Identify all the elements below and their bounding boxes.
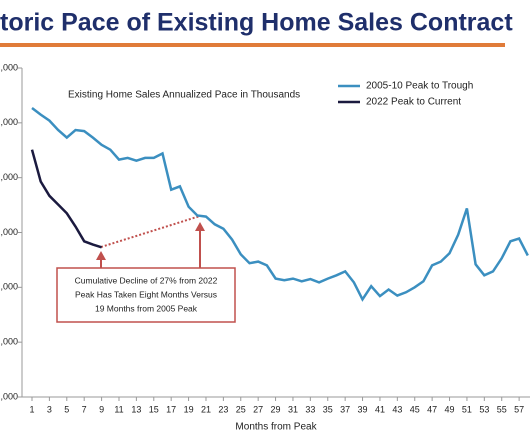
x-tick-label: 17 (166, 404, 176, 414)
x-tick-label: 19 (184, 404, 194, 414)
y-tick-label: ,000 (0, 62, 18, 72)
x-tick-label: 31 (288, 404, 298, 414)
chart-subtitle: Existing Home Sales Annualized Pace in T… (68, 90, 300, 101)
x-axis-label: Months from Peak (235, 422, 317, 433)
annotation-line: Cumulative Decline of 27% from 2022 (75, 275, 218, 285)
x-tick-label: 7 (82, 404, 87, 414)
x-tick-label: 9 (99, 404, 104, 414)
y-tick-label: ,000 (0, 227, 18, 237)
trend-dotted-line (100, 215, 201, 248)
annotation-arrowhead (195, 222, 205, 231)
x-tick-label: 33 (305, 404, 315, 414)
y-tick-label: ,000 (0, 172, 18, 182)
x-tick-label: 11 (114, 404, 123, 414)
y-tick-label: ,000 (0, 391, 18, 401)
x-tick-label: 1 (29, 404, 34, 414)
annotation-line: 19 Months from 2005 Peak (95, 303, 198, 313)
x-tick-label: 27 (253, 404, 263, 414)
x-tick-label: 15 (149, 404, 159, 414)
y-tick-label: ,000 (0, 282, 18, 292)
x-tick-label: 45 (410, 404, 420, 414)
annotation-arrowhead (96, 251, 106, 260)
annotation-box (56, 267, 236, 323)
x-tick-label: 39 (358, 404, 368, 414)
x-tick-label: 21 (201, 404, 211, 414)
x-tick-label: 55 (497, 404, 507, 414)
x-tick-label: 43 (392, 404, 402, 414)
x-tick-label: 53 (479, 404, 489, 414)
series-line (31, 107, 529, 302)
x-tick-label: 49 (445, 404, 455, 414)
x-tick-label: 23 (218, 404, 228, 414)
chart-title: toric Pace of Existing Home Sales Contra… (0, 9, 513, 37)
legend-label: 2005-10 Peak to Trough (366, 81, 473, 92)
y-tick-label: ,000 (0, 117, 18, 127)
x-tick-label: 3 (47, 404, 52, 414)
x-tick-label: 25 (236, 404, 246, 414)
x-tick-label: 47 (427, 404, 437, 414)
x-tick-label: 29 (271, 404, 281, 414)
x-tick-label: 57 (514, 404, 524, 414)
x-tick-label: 51 (462, 404, 472, 414)
annotation-line: Peak Has Taken Eight Months Versus (75, 289, 217, 299)
x-tick-label: 37 (340, 404, 350, 414)
x-tick-label: 41 (375, 404, 385, 414)
series-line (30, 149, 102, 249)
legend-label: 2022 Peak to Current (366, 97, 461, 108)
x-tick-label: 35 (323, 404, 333, 414)
x-tick-label: 13 (131, 404, 141, 414)
y-tick-label: ,000 (0, 337, 18, 347)
x-tick-label: 5 (64, 404, 69, 414)
